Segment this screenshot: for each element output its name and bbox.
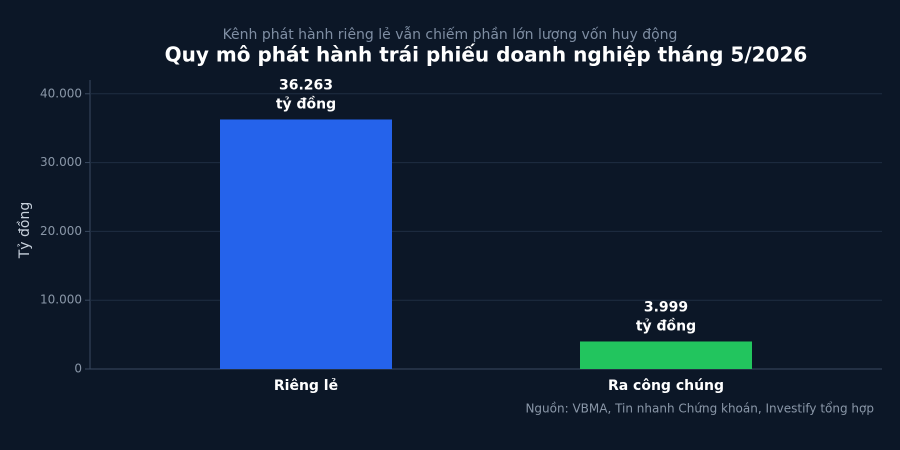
y-tick-label: 40.000 — [40, 86, 82, 100]
value-label-line: 3.999 — [644, 299, 688, 315]
y-tick-label: 0 — [74, 362, 82, 376]
bar — [220, 119, 392, 370]
value-label-line: tỷ đồng — [636, 317, 696, 334]
x-tick-label: Riêng lẻ — [274, 378, 338, 394]
chart-subtitle: Kênh phát hành riêng lẻ vẫn chiếm phần l… — [223, 26, 678, 43]
value-label-line: tỷ đồng — [276, 95, 336, 112]
x-tick-label: Ra công chúng — [608, 378, 724, 394]
chart-title: Quy mô phát hành trái phiếu doanh nghiệp… — [165, 43, 808, 67]
y-axis-label: Tỷ đồng — [16, 202, 33, 260]
value-label: 36.263 tỷ đồng — [276, 77, 336, 112]
y-tick-label: 30.000 — [40, 155, 82, 169]
value-label: 3.999 tỷ đồng — [636, 299, 696, 334]
source-note: Nguồn: VBMA, Tin nhanh Chứng khoán, Inve… — [525, 402, 874, 416]
y-tick-label: 10.000 — [40, 293, 82, 307]
value-label-line: 36.263 — [279, 77, 333, 93]
bar — [580, 341, 752, 369]
y-tick-label: 20.000 — [40, 224, 82, 238]
